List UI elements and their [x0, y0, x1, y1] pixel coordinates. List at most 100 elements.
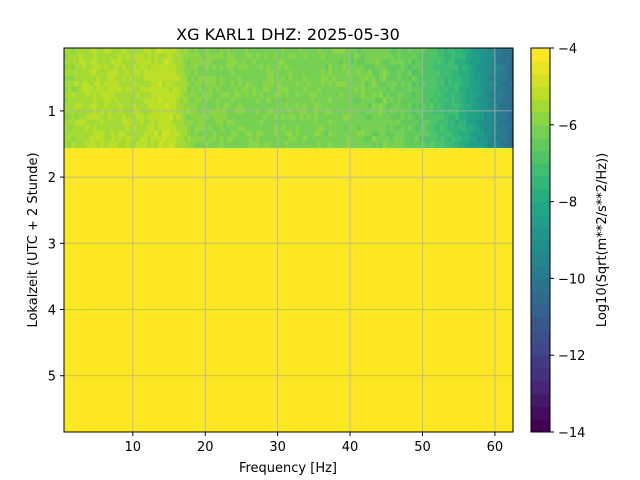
heatmap-cell [114, 130, 119, 137]
heatmap-cell [451, 103, 456, 110]
heatmap-cell [302, 125, 308, 132]
heatmap-cell [248, 103, 253, 110]
heatmap-cell [219, 103, 224, 110]
heatmap-cell [451, 97, 456, 104]
heatmap-cell [426, 92, 431, 99]
heatmap-cell [389, 125, 395, 132]
heatmap-cell [212, 103, 217, 110]
heatmap-cell [342, 64, 348, 71]
heatmap-cell [310, 53, 315, 60]
heatmap-cell [455, 48, 460, 55]
heatmap-cell [212, 59, 217, 66]
heatmap-cell [335, 81, 340, 88]
grid-lines [64, 48, 513, 432]
heatmap-cell [455, 75, 460, 82]
heatmap-cell [216, 53, 221, 60]
heatmap-cell [418, 53, 424, 60]
heatmap-cell [143, 114, 148, 121]
heatmap-cell [226, 86, 232, 93]
heatmap-cell [208, 48, 214, 55]
heatmap-cell [176, 97, 181, 104]
heatmap-cell [161, 86, 166, 93]
heatmap-cell [353, 48, 358, 55]
heatmap-cell [498, 97, 503, 104]
heatmap-cell [422, 108, 427, 115]
heatmap-cell [114, 125, 119, 132]
heatmap-cell [82, 136, 87, 143]
heatmap-cell [484, 59, 489, 66]
heatmap-cell [183, 75, 188, 82]
heatmap-cell [219, 53, 224, 60]
heatmap-cell [342, 97, 348, 104]
heatmap-cell [277, 125, 282, 132]
heatmap-cell [194, 53, 199, 60]
heatmap-cell [284, 97, 290, 104]
heatmap-cell [440, 97, 445, 104]
heatmap-cell [487, 86, 492, 93]
x-axis-ticks: 10 20 30 40 50 60 [125, 432, 503, 455]
x-tick-label: 30 [269, 440, 286, 455]
heatmap-cell [89, 48, 94, 55]
heatmap-cell [426, 125, 431, 132]
heatmap-cell [161, 53, 166, 60]
heatmap-cell [436, 81, 442, 88]
colorbar-band [531, 316, 550, 331]
heatmap-cell [111, 64, 116, 71]
heatmap-cell [400, 97, 405, 104]
heatmap-cell [92, 119, 98, 126]
heatmap-cell [368, 75, 373, 82]
y-tick-label: 3 [48, 237, 56, 252]
heatmap-cell [422, 81, 427, 88]
heatmap-cell [364, 114, 369, 121]
heatmap-cell [302, 81, 308, 88]
heatmap-cell [223, 97, 228, 104]
heatmap-cell [458, 103, 463, 110]
colorbar-band [531, 73, 550, 87]
heatmap-cell [263, 114, 268, 121]
heatmap-cell [444, 75, 449, 82]
heatmap-cell [183, 108, 188, 115]
heatmap-cell [136, 97, 141, 104]
heatmap-cell [397, 86, 402, 93]
heatmap-cell [226, 108, 232, 115]
heatmap-cell [252, 130, 257, 137]
heatmap-cell [487, 48, 492, 55]
heatmap-cell [92, 70, 98, 77]
heatmap-cell [205, 70, 210, 77]
heatmap-cell [89, 108, 94, 115]
heatmap-cell [237, 86, 243, 93]
heatmap-cell [132, 81, 138, 88]
heatmap-cell [494, 53, 500, 60]
heatmap-cell [132, 103, 138, 110]
heatmap-cell [498, 59, 503, 66]
heatmap-cell [270, 130, 275, 137]
heatmap-cell [426, 59, 431, 66]
heatmap-cell [121, 59, 127, 66]
heatmap-cell [67, 130, 72, 137]
heatmap-cell [219, 70, 224, 77]
heatmap-cell [248, 97, 253, 104]
heatmap-cell [353, 97, 358, 104]
heatmap-cell [226, 97, 232, 104]
heatmap-cell [176, 125, 181, 132]
heatmap-cell [444, 86, 449, 93]
heatmap-cell [82, 103, 87, 110]
heatmap-cell [458, 70, 463, 77]
heatmap-cell [400, 130, 405, 137]
heatmap-cell [310, 130, 315, 137]
heatmap-cell [313, 114, 319, 121]
heatmap-cell [357, 103, 362, 110]
heatmap-cell [150, 130, 156, 137]
heatmap-cell [411, 64, 416, 71]
heatmap-cell [321, 92, 326, 99]
heatmap-cell [357, 53, 362, 60]
heatmap-cell [331, 53, 337, 60]
heatmap-cell [415, 92, 420, 99]
heatmap-cell [306, 70, 311, 77]
heatmap-cell [321, 136, 326, 143]
heatmap-cell [205, 119, 210, 126]
colorbar-band [531, 48, 550, 62]
heatmap-cell [324, 75, 329, 82]
heatmap-cell [96, 48, 101, 55]
heatmap-cell [230, 125, 235, 132]
